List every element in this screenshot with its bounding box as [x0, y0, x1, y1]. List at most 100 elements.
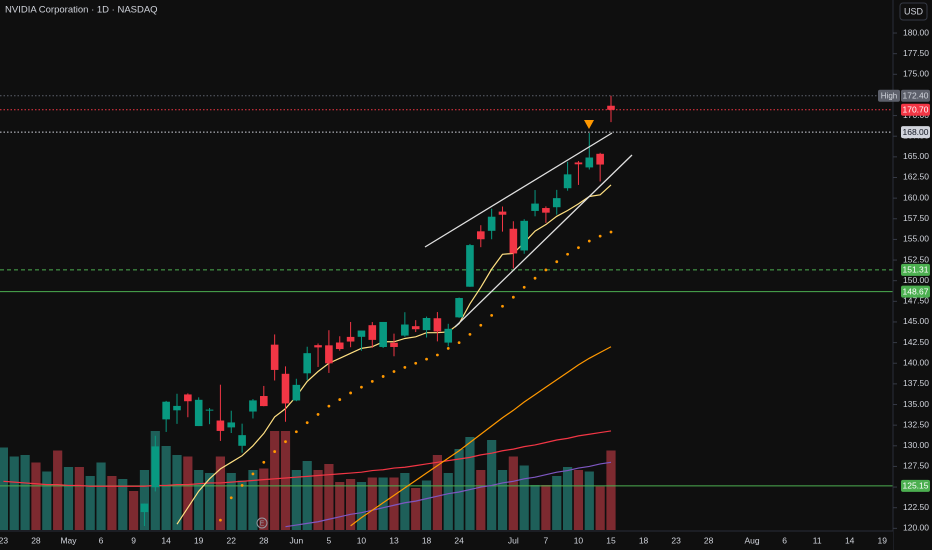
moving-average-line: [285, 461, 612, 528]
volume-bar: [183, 456, 193, 530]
candle-body: [552, 198, 561, 208]
sar-dot: [425, 357, 428, 361]
volume-bar: [400, 473, 410, 530]
candle-body: [509, 228, 518, 254]
y-tick-label: 132.50: [903, 419, 929, 429]
candle-body: [498, 211, 507, 215]
volume-bar: [606, 450, 616, 530]
y-tick-label: 140.00: [903, 357, 929, 367]
candle-body: [227, 422, 236, 428]
candle-body: [433, 318, 442, 332]
volume-bar: [107, 476, 117, 530]
axis-layer: 120.00122.50125.00127.50130.00132.50135.…: [0, 27, 930, 545]
sar-dot: [544, 268, 548, 272]
candle-body: [531, 203, 539, 211]
volume-bar: [63, 467, 74, 530]
candle-body: [411, 326, 420, 330]
volume-bar: [378, 477, 388, 530]
candle-body: [260, 396, 268, 407]
sar-dot: [577, 246, 580, 250]
sar-dot: [284, 440, 287, 444]
sar-dot: [219, 518, 222, 522]
price-label: 172.40: [903, 91, 929, 101]
x-tick-label: 6: [782, 535, 787, 545]
volume-bar: [432, 455, 442, 530]
sar-dot: [566, 252, 569, 256]
volume-bar: [237, 480, 247, 530]
sar-dot: [598, 234, 602, 238]
y-tick-label: 152.50: [903, 254, 929, 264]
x-tick-label: 6: [99, 535, 104, 545]
y-tick-label: 157.50: [903, 213, 929, 223]
volume-bar: [215, 456, 225, 530]
x-tick-label: 28: [259, 535, 269, 545]
volume-bar: [595, 486, 605, 530]
x-tick-label: 7: [544, 535, 549, 545]
price-label: 125.15: [903, 481, 929, 491]
candle-body: [487, 216, 496, 231]
sar-dot: [436, 353, 439, 357]
y-tick-label: 165.00: [903, 151, 929, 161]
sar-dot: [533, 276, 537, 280]
volume-bar: [530, 485, 540, 530]
y-tick-label: 137.50: [903, 378, 929, 388]
candle-body: [607, 105, 615, 110]
trend-line[interactable]: [424, 132, 613, 248]
x-tick-label: 13: [389, 535, 399, 545]
volume-bar: [465, 437, 475, 530]
sar-dot: [446, 346, 450, 350]
volume-bar: [194, 470, 204, 530]
volume-bar: [563, 467, 573, 530]
y-tick-label: 162.50: [903, 172, 929, 182]
candle-body: [151, 446, 160, 488]
volume-bar: [497, 470, 508, 530]
sar-dot: [349, 391, 352, 395]
x-tick-label: May: [60, 535, 77, 545]
price-label: 170.70: [903, 105, 929, 115]
candle-body: [563, 174, 572, 189]
currency-button[interactable]: [899, 2, 928, 21]
x-tick-label: 19: [194, 535, 204, 545]
x-tick-label: 28: [31, 535, 41, 545]
y-tick-label: 135.00: [903, 399, 929, 409]
price-label-box: [901, 263, 930, 276]
y-tick-label: 175.00: [903, 69, 929, 79]
candle-body: [325, 345, 333, 364]
candle-body: [292, 384, 301, 401]
candle-layer: [140, 95, 615, 527]
volume-bar: [541, 485, 551, 530]
candle-body: [346, 336, 355, 342]
price-label-box: [901, 479, 930, 492]
high-marker: [584, 120, 594, 129]
candle-body: [390, 342, 398, 347]
candle-body: [357, 330, 366, 337]
x-tick-label: 10: [574, 535, 584, 545]
sar-dot: [479, 323, 483, 327]
x-tick-label: 24: [454, 535, 464, 545]
earnings-icon[interactable]: [256, 517, 268, 529]
price-label-box: [901, 285, 930, 298]
volume-bar: [324, 464, 334, 530]
candle-body: [520, 220, 528, 251]
sar-dot: [240, 484, 244, 487]
volume-bar: [367, 477, 377, 530]
chart-title: NVIDIA Corporation · 1D · NASDAQ: [5, 5, 158, 16]
sar-dot: [501, 304, 504, 308]
volume-bar: [85, 476, 95, 530]
volume-bar: [335, 482, 345, 530]
x-tick-label: 5: [327, 535, 332, 545]
price-label: 148.67: [903, 286, 929, 296]
volume-bar: [454, 449, 464, 530]
sar-dot: [370, 380, 374, 383]
candle-body: [249, 400, 257, 412]
trend-line[interactable]: [454, 154, 633, 328]
volume-bar: [0, 447, 8, 530]
volume-bar: [139, 470, 150, 530]
volume-bar: [313, 470, 323, 530]
y-tick-label: 180.00: [903, 27, 929, 37]
candle-body: [238, 435, 246, 446]
x-tick-label: 14: [161, 535, 171, 545]
x-tick-label: 22: [227, 535, 237, 545]
y-tick-label: 130.00: [903, 440, 929, 450]
